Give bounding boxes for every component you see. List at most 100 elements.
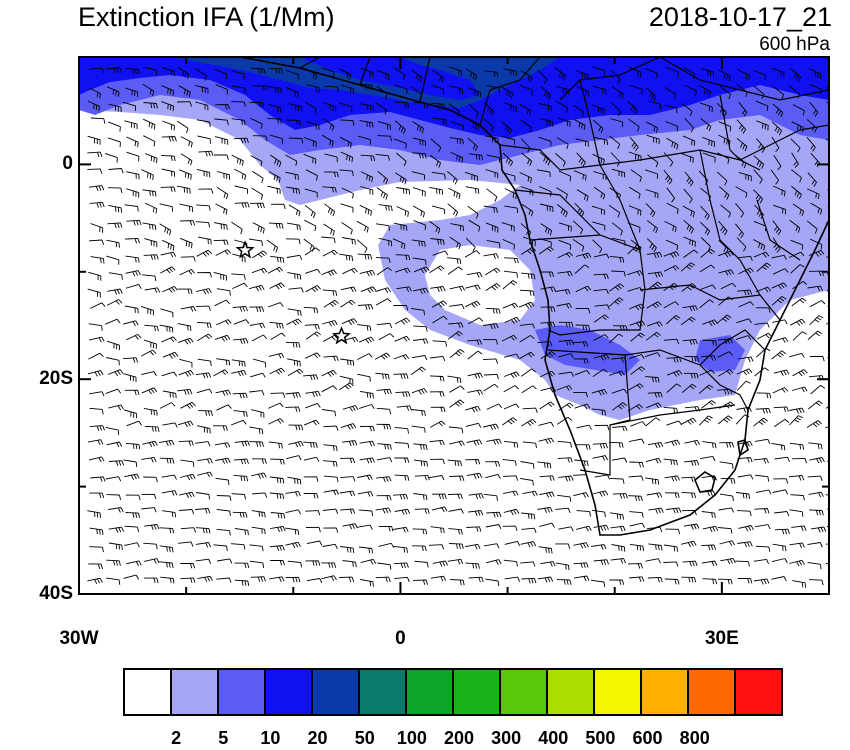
wind-barb [699,369,715,376]
wind-barb [431,300,448,308]
wind-barb [646,87,657,102]
wind-barb [717,527,733,534]
wind-barb [556,101,569,113]
wind-barb [234,185,249,194]
wind-barb [412,152,427,159]
wind-barb [195,441,211,447]
wind-barb [592,119,604,134]
wind-barb [108,460,125,466]
wind-barb [521,577,537,584]
wind-barb [572,104,585,118]
wind-barb [540,561,556,567]
wind-barb [735,186,748,198]
wind-barb [664,492,680,499]
wind-barb [717,415,733,425]
wind-barb [107,369,124,376]
wind-barb [161,168,176,177]
wind-barb [231,101,246,108]
wind-barb [468,219,481,232]
wind-barb [771,296,787,306]
wind-barb [483,383,499,392]
wind-barb [342,440,358,447]
star-marker-1 [235,240,255,259]
wind-barb [231,154,244,166]
wind-barb [430,84,444,95]
wind-barb [287,560,303,568]
wind-barb [161,67,175,77]
wind-barb [358,83,373,90]
wind-barb [484,70,499,78]
wind-barb [268,352,285,359]
wind-barb [197,358,212,367]
wind-barb [305,510,321,516]
wind-barb [593,273,609,280]
wind-barb [216,558,233,564]
wind-barb [252,358,266,368]
wind-barb [810,385,826,395]
wind-barb [520,70,533,83]
wind-barb [702,441,717,449]
wind-barb [791,457,807,464]
wind-barb [321,67,335,77]
wind-barb [213,222,228,231]
wind-barb [216,508,231,516]
wind-barb [250,409,265,418]
wind-barb [539,118,554,127]
wind-barb [411,355,428,361]
wind-barb [648,507,664,514]
wind-barb [177,420,194,428]
wind-barb [680,152,694,163]
wind-barb [537,576,554,583]
wind-barb [753,85,765,100]
wind-barb [251,267,268,274]
coastlines [239,57,829,536]
wind-barb [629,320,646,328]
wind-barb [177,288,193,295]
wind-barb [806,137,816,152]
colorbar [123,668,783,716]
wind-barb [503,353,520,359]
wind-barb [143,254,159,260]
lat-tick-label: 40S [39,583,73,604]
wind-barb [501,222,515,232]
wind-barb [392,238,406,250]
wind-barb [449,385,465,393]
wind-barb [449,66,463,77]
wind-barb [393,138,407,149]
wind-barb [611,270,626,277]
wind-barb [717,338,733,345]
wind-barb [735,203,745,218]
wind-barb [647,271,664,278]
wind-barb [432,315,448,324]
wind-barb [396,405,412,411]
wind-barb [143,339,157,349]
wind-barb [809,238,823,250]
wind-barb [681,417,697,425]
wind-barb [411,69,423,83]
wind-barb [375,153,390,161]
wind-barb [196,388,213,394]
wind-barb [574,369,591,376]
wind-barb [359,269,376,277]
wind-barb [447,266,463,275]
wind-barb [396,152,407,167]
wind-barb [573,575,590,582]
wind-barb [89,407,104,415]
wind-barb [520,368,536,377]
lon-tick-label: 30E [704,628,739,649]
wind-barb [702,319,718,327]
wind-barb [377,121,391,131]
wind-barb [773,204,787,215]
wind-barb [179,203,194,212]
wind-barb [339,119,355,126]
wind-barb [521,512,536,520]
wind-barb [591,104,605,115]
wind-barb [177,388,193,395]
wind-barb [233,474,249,482]
wind-barb [628,118,640,132]
wind-barb [701,511,716,519]
wind-barb [287,272,302,280]
wind-barb [89,546,104,553]
wind-barb [431,171,446,180]
wind-barb [339,490,356,497]
